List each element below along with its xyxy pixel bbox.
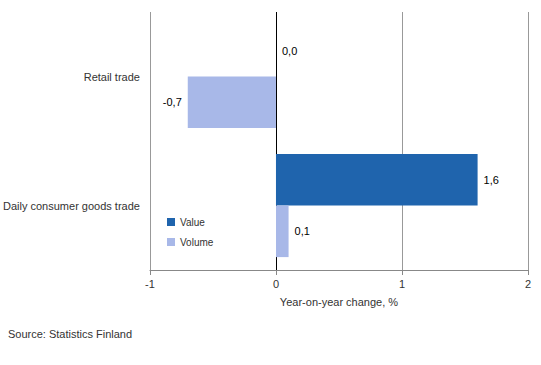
svg-text:0,1: 0,1	[295, 225, 310, 237]
svg-text:1,6: 1,6	[484, 174, 499, 186]
svg-text:Value: Value	[180, 217, 205, 228]
svg-text:Year-on-year change, %: Year-on-year change, %	[280, 296, 398, 308]
svg-text:Source: Statistics Finland: Source: Statistics Finland	[8, 328, 132, 340]
svg-text:Daily consumer goods trade: Daily consumer goods trade	[3, 200, 140, 212]
svg-text:-1: -1	[145, 278, 155, 290]
svg-text:1: 1	[399, 278, 405, 290]
svg-text:0: 0	[273, 278, 279, 290]
svg-text:2: 2	[525, 278, 531, 290]
svg-text:0,0: 0,0	[282, 45, 297, 57]
svg-text:Volume: Volume	[180, 237, 214, 248]
svg-text:-0,7: -0,7	[163, 96, 182, 108]
svg-text:Retail trade: Retail trade	[84, 71, 140, 83]
